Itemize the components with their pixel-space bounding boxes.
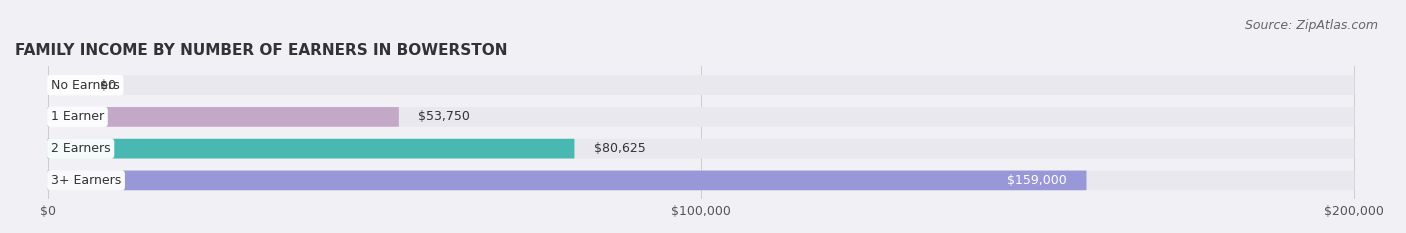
Text: $53,750: $53,750 [419, 110, 471, 123]
FancyBboxPatch shape [48, 171, 1354, 190]
Text: Source: ZipAtlas.com: Source: ZipAtlas.com [1244, 19, 1378, 32]
FancyBboxPatch shape [48, 139, 575, 158]
Text: 2 Earners: 2 Earners [51, 142, 111, 155]
FancyBboxPatch shape [48, 75, 1354, 95]
Text: $0: $0 [100, 79, 115, 92]
Text: No Earners: No Earners [51, 79, 120, 92]
FancyBboxPatch shape [48, 139, 1354, 158]
Text: $80,625: $80,625 [593, 142, 645, 155]
FancyBboxPatch shape [48, 107, 1354, 127]
Text: $159,000: $159,000 [1007, 174, 1067, 187]
FancyBboxPatch shape [48, 171, 1087, 190]
FancyBboxPatch shape [48, 107, 399, 127]
Text: FAMILY INCOME BY NUMBER OF EARNERS IN BOWERSTON: FAMILY INCOME BY NUMBER OF EARNERS IN BO… [15, 43, 508, 58]
Text: 3+ Earners: 3+ Earners [51, 174, 121, 187]
Text: 1 Earner: 1 Earner [51, 110, 104, 123]
